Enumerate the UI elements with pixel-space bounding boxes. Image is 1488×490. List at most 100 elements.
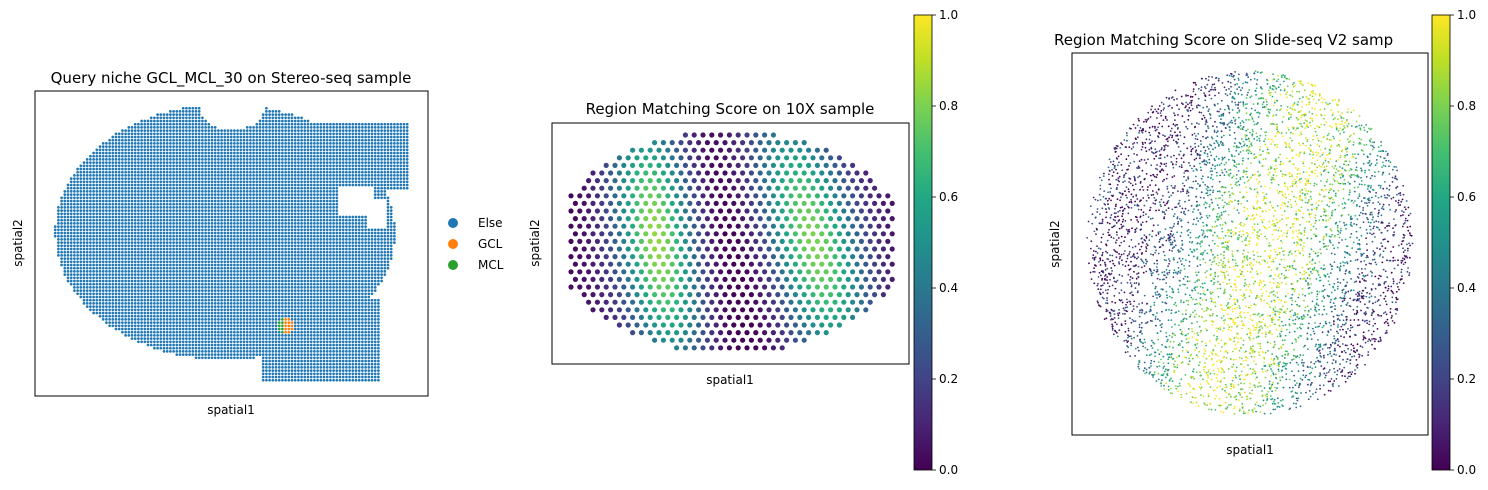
stereo-seq-spot-else (191, 180, 195, 184)
stereo-seq-spot-else (143, 196, 147, 200)
stereo-seq-spot-else (370, 126, 374, 129)
stereo-seq-spot-else (82, 270, 86, 273)
stereo-seq-spot-else (175, 164, 179, 168)
stereo-seq-spot-else (207, 158, 211, 161)
stereo-seq-spot-else (245, 263, 249, 267)
stereo-seq-spot-else (140, 132, 143, 136)
stereo-seq-spot-else (329, 138, 332, 142)
stereo-seq-spot-else (140, 244, 143, 248)
stereo-seq-spot-else (98, 260, 102, 264)
stereo-seq-spot-else (98, 257, 102, 260)
stereo-seq-spot-else (277, 132, 281, 136)
stereo-seq-spot-else (140, 180, 143, 184)
stereo-seq-spot-else (108, 202, 111, 206)
stereo-seq-spot-else (293, 244, 297, 248)
stereo-seq-spot-else (156, 212, 159, 216)
stereo-seq-spot-else (255, 122, 259, 126)
stereo-seq-spot-else (290, 148, 294, 152)
stereo-seq-spot-else (265, 174, 268, 177)
stereo-seq-spot-else (399, 126, 403, 129)
stereo-seq-spot-else (79, 186, 83, 190)
stereo-seq-spot-else (287, 161, 291, 164)
stereo-seq-spot-else (175, 119, 179, 123)
stereo-seq-spot-else (204, 174, 207, 177)
stereo-seq-spot-else (332, 174, 335, 177)
stereo-seq-spot-else (85, 209, 89, 212)
stereo-seq-spot-else (114, 196, 118, 200)
stereo-seq-spot-else (191, 247, 195, 251)
stereo-seq-spot-else (402, 142, 406, 145)
stereo-seq-spot-else (357, 257, 361, 260)
stereo-seq-spot-else (156, 142, 159, 145)
stereo-seq-spot-else (245, 161, 249, 164)
stereo-seq-spot-else (63, 218, 67, 222)
stereo-seq-spot-else (402, 135, 406, 139)
stereo-seq-spot-else (133, 225, 137, 228)
stereo-seq-spot-else (393, 158, 396, 161)
stereo-seq-spot-else (213, 238, 217, 241)
stereo-seq-spot-else (229, 167, 233, 171)
stereo-seq-spot-else (377, 183, 380, 187)
stereo-seq-spot-else (140, 228, 143, 232)
stereo-seq-spot-else (140, 241, 143, 244)
stereo-seq-spot-else (194, 164, 198, 168)
stereo-seq-spot-else (108, 234, 111, 238)
panel1-points (53, 106, 409, 382)
stereo-seq-spot-else (313, 126, 316, 129)
stereo-seq-spot-else (338, 183, 342, 187)
stereo-seq-spot-else (383, 164, 387, 168)
stereo-seq-spot-else (354, 225, 358, 228)
stereo-seq-spot-else (159, 170, 163, 174)
stereo-seq-spot-else (121, 132, 124, 136)
stereo-seq-spot-else (341, 266, 345, 270)
stereo-seq-spot-else (197, 151, 201, 155)
stereo-seq-spot-else (127, 170, 131, 174)
stereo-seq-spot-else (258, 199, 262, 203)
stereo-seq-spot-else (261, 228, 265, 232)
stereo-seq-spot-else (325, 122, 329, 126)
stereo-seq-spot-else (325, 234, 329, 238)
stereo-seq-spot-else (201, 206, 204, 209)
stereo-seq-spot-else (181, 186, 185, 190)
stereo-seq-spot-else (351, 238, 355, 241)
stereo-seq-spot-else (57, 238, 60, 241)
stereo-seq-spot-else (242, 225, 246, 228)
stereo-seq-spot-else (121, 202, 124, 206)
stereo-seq-spot-else (201, 180, 204, 184)
stereo-seq-spot-else (245, 247, 249, 251)
stereo-seq-spot-else (242, 273, 246, 276)
stereo-seq-spot-else (255, 151, 259, 155)
stereo-seq-spot-else (271, 231, 275, 235)
stereo-seq-spot-else (338, 126, 342, 129)
stereo-seq-spot-else (181, 238, 185, 241)
stereo-seq-spot-else (140, 199, 143, 203)
stereo-seq-spot-else (236, 190, 239, 193)
stereo-seq-spot-else (364, 126, 367, 129)
stereo-seq-spot-else (306, 257, 310, 260)
stereo-seq-spot-else (329, 250, 332, 254)
stereo-seq-spot-else (220, 276, 223, 280)
stereo-seq-spot-else (169, 279, 172, 283)
stereo-seq-spot-else (191, 142, 195, 145)
stereo-seq-spot-else (101, 247, 105, 251)
stereo-seq-spot-else (380, 276, 383, 280)
stereo-seq-spot-else (300, 167, 303, 171)
stereo-seq-spot-else (127, 186, 131, 190)
stereo-seq-spot-else (159, 132, 163, 136)
stereo-seq-spot-else (124, 161, 127, 164)
stereo-seq-spot-else (370, 250, 374, 254)
stereo-seq-spot-else (172, 199, 175, 203)
stereo-seq-spot-else (284, 263, 287, 267)
stereo-seq-spot-else (319, 238, 323, 241)
stereo-seq-spot-else (268, 138, 271, 142)
stereo-seq-spot-else (127, 129, 131, 132)
stereo-seq-spot-else (220, 196, 223, 200)
stereo-seq-spot-else (313, 151, 316, 155)
stereo-seq-spot-else (185, 138, 188, 142)
stereo-seq-spot-else (111, 260, 115, 264)
stereo-seq-spot-else (357, 148, 361, 152)
stereo-seq-spot-else (146, 132, 150, 136)
stereo-seq-spot-else (73, 241, 76, 244)
stereo-seq-spot-else (191, 209, 195, 212)
stereo-seq-spot-else (165, 158, 169, 161)
